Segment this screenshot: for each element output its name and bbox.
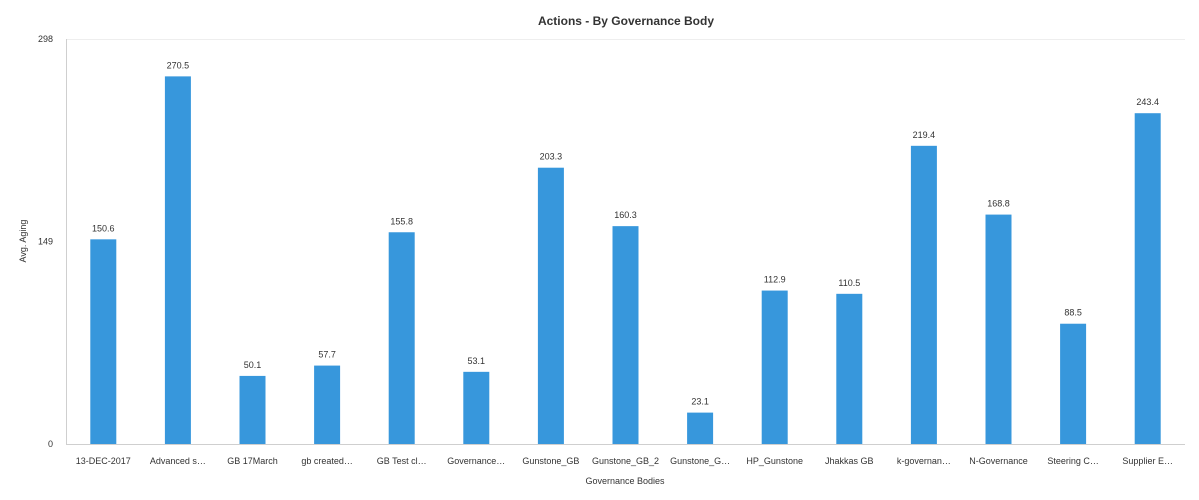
x-tick-label: k-governan… xyxy=(897,456,951,466)
data-label: 53.1 xyxy=(468,356,486,366)
x-tick-label: Gunstone_G… xyxy=(670,456,730,466)
data-label: 219.4 xyxy=(913,130,936,140)
x-tick-label: Gunstone_GB xyxy=(522,456,579,466)
data-label: 243.4 xyxy=(1136,97,1159,107)
chart-title: Actions - By Governance Body xyxy=(537,14,715,28)
y-tick-label: 0 xyxy=(48,439,53,449)
bar[interactable] xyxy=(463,371,490,444)
y-tick-label: 149 xyxy=(38,237,53,247)
bar[interactable] xyxy=(761,290,788,444)
axis-layer: 0 149 298 13-DEC-2017 Advanced s… GB 17March g… xyxy=(38,34,1185,466)
data-label: 150.6 xyxy=(92,223,115,233)
x-tick-label: GB 17March xyxy=(227,456,278,466)
x-tick-label: HP_Gunstone xyxy=(746,456,803,466)
bar[interactable] xyxy=(90,239,117,444)
labels-layer: 150.6 270.5 50.1 57.7 155.8 53.1 203.3 160.3 23.… xyxy=(92,60,1159,406)
x-tick-label: Gunstone_GB_2 xyxy=(592,456,659,466)
bar[interactable] xyxy=(388,232,415,444)
x-tick-label: Advanced s… xyxy=(150,456,206,466)
data-label: 50.1 xyxy=(244,360,262,370)
bar[interactable] xyxy=(314,365,341,444)
data-label: 57.7 xyxy=(318,350,336,360)
data-label: 203.3 xyxy=(540,152,563,162)
bar[interactable] xyxy=(1134,113,1161,444)
y-tick-label: 298 xyxy=(38,34,53,44)
x-axis-title: Governance Bodies xyxy=(585,476,665,486)
bar[interactable] xyxy=(239,375,266,444)
bar[interactable] xyxy=(985,214,1012,444)
bar[interactable] xyxy=(1060,323,1087,444)
data-label: 155.8 xyxy=(390,216,413,226)
bar[interactable] xyxy=(910,145,937,444)
bar[interactable] xyxy=(164,76,191,445)
x-tick-label: GB Test cl… xyxy=(377,456,427,466)
bar[interactable] xyxy=(687,412,714,444)
x-tick-label: Steering C… xyxy=(1047,456,1099,466)
x-tick-label: Jhakkas GB xyxy=(825,456,874,466)
bar[interactable] xyxy=(836,293,863,444)
data-label: 168.8 xyxy=(987,199,1010,209)
data-label: 270.5 xyxy=(167,60,190,70)
bar[interactable] xyxy=(537,167,564,445)
x-tick-label: 13-DEC-2017 xyxy=(76,456,131,466)
x-tick-label: Supplier E… xyxy=(1122,456,1173,466)
x-tick-label: N-Governance xyxy=(969,456,1028,466)
data-label: 88.5 xyxy=(1064,308,1082,318)
data-label: 110.5 xyxy=(838,278,860,288)
bars-layer xyxy=(90,76,1161,445)
bar[interactable] xyxy=(612,226,639,444)
x-tick-label: Governance… xyxy=(447,456,505,466)
data-label: 112.9 xyxy=(764,275,786,285)
data-label: 23.1 xyxy=(691,397,709,407)
y-axis-title: Avg. Aging xyxy=(18,220,28,263)
x-tick-label: gb created… xyxy=(301,456,353,466)
data-label: 160.3 xyxy=(614,210,637,220)
